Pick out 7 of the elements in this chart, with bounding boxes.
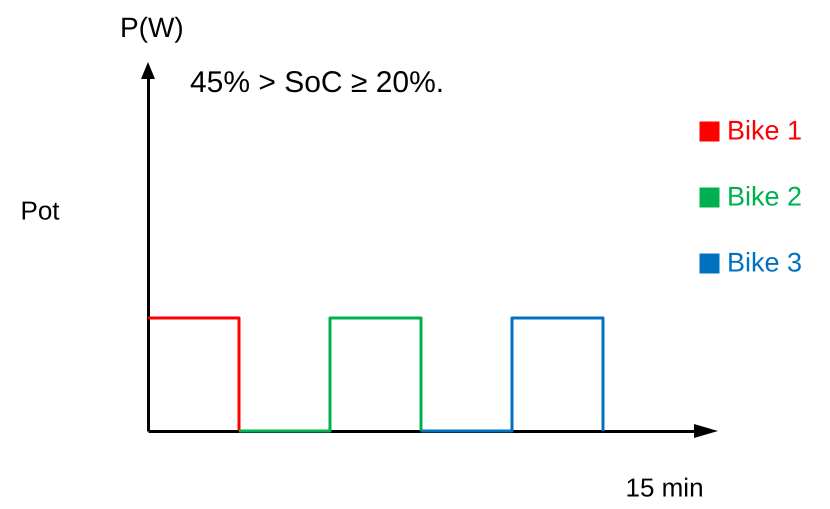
text: P(W): [120, 12, 184, 44]
legend-label: Bike 1: [727, 116, 802, 146]
x-axis-title: 15 min: [625, 472, 704, 502]
legend-label: Bike 2: [727, 182, 802, 212]
chart-title: 45% > SoC ≥ 20%.: [190, 66, 444, 99]
y-axis-title: Pot: [20, 196, 60, 226]
legend-label: Bike 3: [727, 248, 802, 278]
